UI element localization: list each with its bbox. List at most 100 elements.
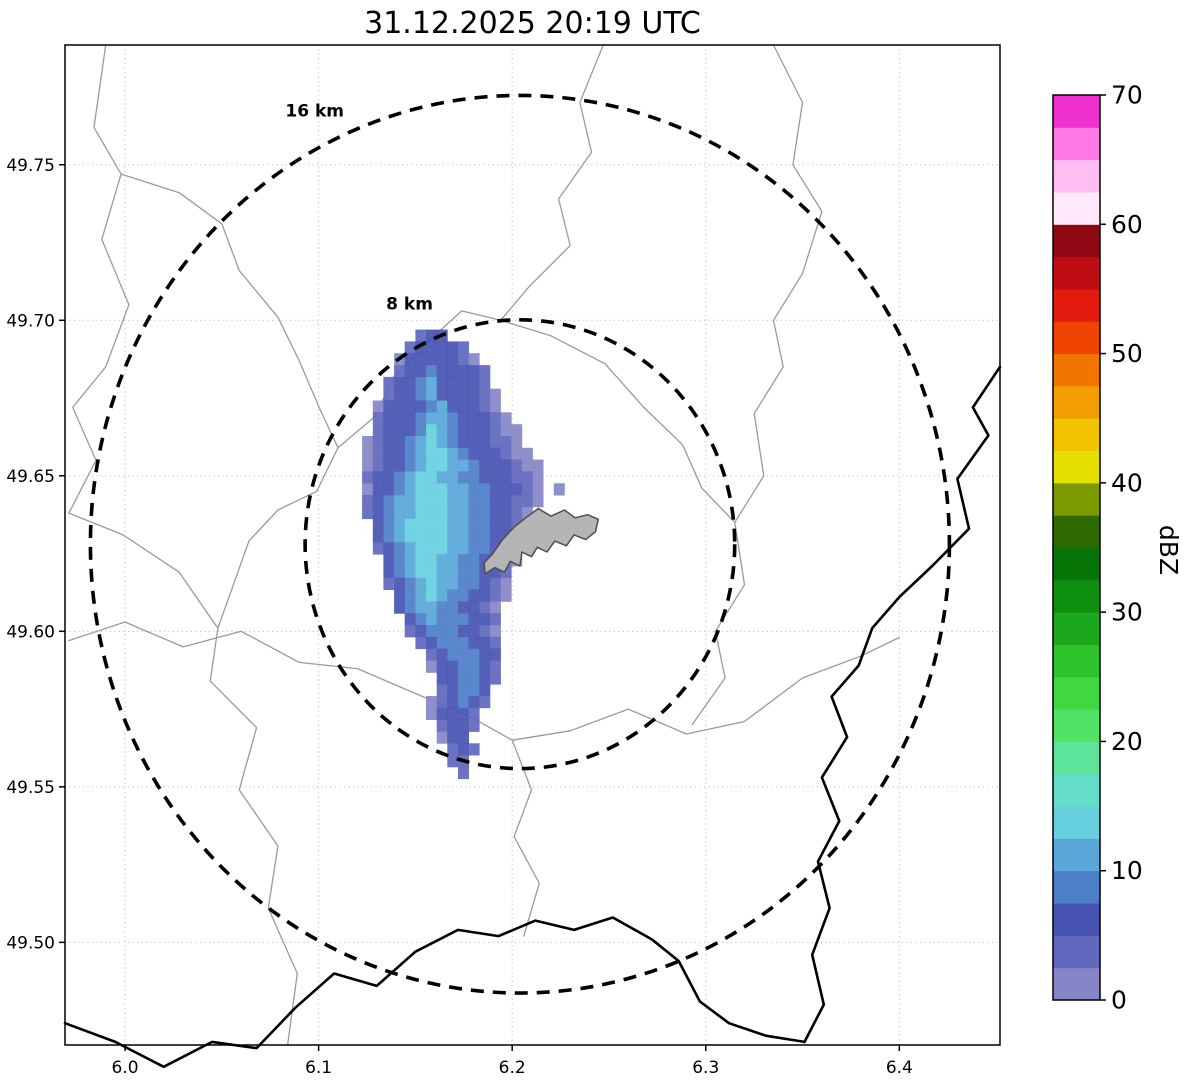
- radar-cell: [468, 483, 480, 496]
- radar-cell: [500, 506, 512, 520]
- radar-cell: [468, 388, 480, 401]
- radar-cell: [500, 589, 512, 602]
- radar-cell: [372, 447, 384, 460]
- radar-cell: [458, 766, 469, 780]
- radar-cell: [404, 436, 416, 449]
- radar-cell: [394, 589, 406, 602]
- radar-cell: [436, 506, 448, 520]
- radar-cell: [383, 412, 395, 425]
- range-ring-8km: [303, 318, 737, 771]
- radar-cell: [489, 613, 501, 626]
- radar-cell: [383, 376, 395, 390]
- radar-cell: [436, 660, 448, 673]
- radar-cell: [468, 412, 480, 425]
- colorbar-segment: [1053, 353, 1100, 387]
- radar-cell: [458, 636, 469, 650]
- radar-cell: [362, 459, 374, 472]
- colorbar-segment: [1053, 256, 1100, 290]
- radar-cell: [447, 589, 459, 602]
- radar-cell: [468, 518, 480, 531]
- radar-cell: [511, 424, 523, 437]
- radar-cell: [436, 424, 448, 437]
- radar-cell: [372, 412, 384, 425]
- radar-cell: [468, 495, 480, 508]
- radar-cell: [447, 365, 459, 378]
- radar-cell: [500, 495, 512, 508]
- radar-cell: [479, 471, 491, 484]
- radar-cell: [479, 696, 491, 709]
- radar-cell: [415, 341, 427, 354]
- radar-cell: [489, 648, 501, 661]
- radar-cell: [383, 577, 395, 590]
- radar-cell: [489, 447, 501, 460]
- colorbar-tick-label: 60: [1111, 210, 1143, 239]
- radar-cell: [415, 376, 427, 390]
- radar-cell: [372, 542, 384, 555]
- colorbar-segment: [1053, 288, 1100, 322]
- radar-cell: [479, 412, 491, 425]
- radar-cell: [394, 471, 406, 484]
- radar-cell: [394, 483, 406, 496]
- x-tick-label: 6.1: [305, 1058, 332, 1078]
- radar-cell: [468, 660, 480, 673]
- radar-cell: [447, 542, 459, 555]
- radar-cell: [404, 506, 416, 520]
- radar-cell: [458, 483, 469, 496]
- radar-cell: [479, 554, 491, 567]
- radar-cell: [394, 542, 406, 555]
- colorbar-tick-label: 20: [1111, 727, 1143, 756]
- radar-cell: [362, 471, 374, 484]
- radar-cell: [426, 412, 437, 425]
- radar-cell: [436, 554, 448, 567]
- radar-cell: [404, 459, 416, 472]
- national-border-line: [63, 916, 806, 1069]
- radar-cell: [500, 566, 512, 579]
- colorbar-segment: [1053, 224, 1100, 258]
- radar-cell: [521, 495, 533, 508]
- radar-cell: [458, 648, 469, 661]
- radar-cell: [415, 459, 427, 472]
- x-tick-label: 6.2: [499, 1058, 526, 1078]
- radar-cell: [447, 412, 459, 425]
- radar-cell: [468, 436, 480, 449]
- radar-cell: [436, 376, 448, 390]
- radar-cell: [436, 636, 448, 650]
- radar-cell: [500, 447, 512, 460]
- plot-title: 31.12.2025 20:19 UTC: [364, 6, 701, 41]
- radar-cell: [447, 743, 459, 756]
- radar-cell: [468, 684, 480, 697]
- y-tick-label: 49.75: [6, 156, 55, 176]
- colorbar-segment: [1053, 450, 1100, 484]
- radar-cell: [458, 743, 469, 756]
- radar-cell: [521, 447, 533, 460]
- radar-cell: [479, 376, 491, 390]
- radar-cell: [404, 566, 416, 579]
- radar-cell: [383, 459, 395, 472]
- radar-cell: [447, 672, 459, 685]
- radar-cell: [447, 518, 459, 531]
- radar-cell: [394, 388, 406, 401]
- admin-boundary-line: [120, 173, 339, 449]
- y-tick-label: 49.60: [6, 622, 55, 642]
- radar-cell: [458, 707, 469, 720]
- radar-cell: [500, 412, 512, 425]
- colorbar-segment: [1053, 870, 1100, 904]
- radar-cell: [362, 447, 374, 460]
- colorbar-tick-label: 70: [1111, 81, 1143, 110]
- radar-cell: [415, 530, 427, 543]
- radar-cell: [404, 483, 416, 496]
- radar-cell: [372, 530, 384, 543]
- radar-cell: [479, 400, 491, 413]
- colorbar-frame: [1052, 94, 1101, 1001]
- radar-cell: [436, 648, 448, 661]
- radar-cell: [447, 707, 459, 720]
- radar-cell: [447, 495, 459, 508]
- radar-cell: [426, 554, 437, 567]
- radar-cell: [489, 400, 501, 413]
- radar-cell: [447, 483, 459, 496]
- radar-cell: [521, 459, 533, 472]
- radar-cell: [458, 660, 469, 673]
- colorbar-segment: [1053, 967, 1100, 1001]
- radar-cell: [415, 447, 427, 460]
